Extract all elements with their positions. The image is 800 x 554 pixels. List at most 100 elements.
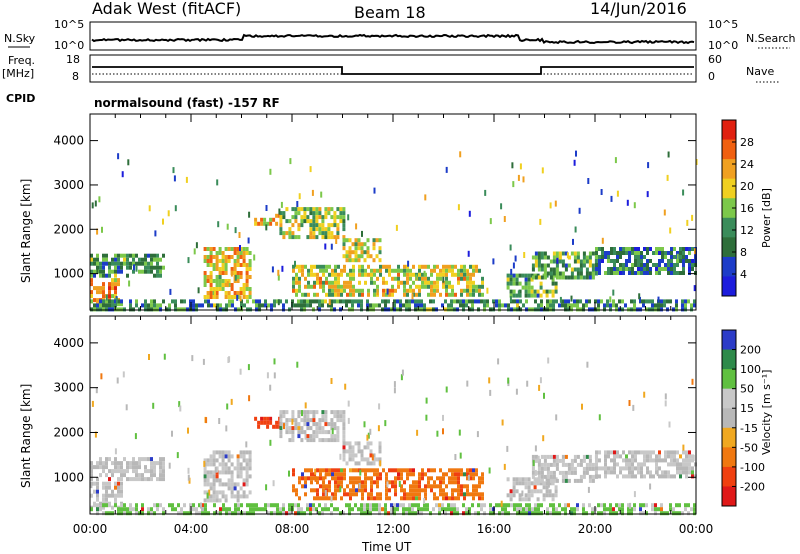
range-cell: [209, 454, 213, 459]
range-cell: [433, 288, 436, 293]
range-cell: [537, 462, 541, 467]
range-cell: [195, 242, 198, 249]
range-cell: [360, 507, 363, 512]
range-cell: [153, 307, 156, 312]
range-cell: [135, 265, 138, 272]
range-cell: [328, 288, 331, 293]
range-cell: [355, 492, 358, 497]
range-cell: [542, 435, 545, 442]
range-cell: [637, 450, 640, 455]
range-cell: [472, 496, 475, 501]
range-cell: [328, 488, 331, 493]
range-cell: [382, 292, 385, 297]
range-cell: [447, 303, 450, 308]
range-cell: [649, 259, 652, 263]
range-cell: [236, 494, 240, 499]
range-cell: [591, 511, 594, 516]
range-cell: [471, 299, 474, 304]
range-cell: [324, 235, 328, 240]
range-cell: [397, 284, 400, 289]
range-cell: [598, 247, 601, 251]
range-cell: [579, 458, 583, 463]
range-cell: [655, 263, 658, 267]
range-cell: [676, 271, 679, 275]
range-cell: [300, 223, 304, 228]
range-cell: [466, 380, 469, 387]
range-cell: [129, 503, 132, 508]
range-cell: [478, 492, 481, 497]
range-cell: [192, 503, 195, 508]
range-cell: [331, 292, 334, 297]
range-cell: [467, 474, 470, 481]
range-cell: [224, 470, 228, 475]
range-cell: [206, 478, 210, 483]
range-cell: [346, 280, 349, 285]
range-cell: [513, 503, 516, 508]
range-cell: [624, 303, 627, 308]
range-cell: [123, 457, 126, 462]
range-cell: [197, 287, 200, 294]
colorbar-frame: [721, 329, 737, 507]
range-cell: [366, 299, 369, 304]
range-cell: [512, 273, 516, 278]
range-cell: [340, 496, 343, 501]
range-cell: [236, 251, 240, 255]
range-cell: [304, 292, 307, 297]
range-cell: [658, 247, 661, 251]
range-cell: [351, 445, 355, 450]
range-cell: [224, 494, 228, 499]
range-cell: [334, 476, 337, 481]
range-cell: [466, 270, 469, 277]
range-cell: [433, 264, 436, 269]
range-cell: [153, 503, 156, 508]
range-cell: [187, 474, 190, 481]
range-cell: [349, 468, 352, 473]
range-cell: [215, 478, 219, 483]
range-cell: [328, 292, 331, 297]
range-cell: [411, 511, 414, 516]
range-cell: [403, 264, 406, 269]
range-cell: [102, 294, 105, 299]
range-cell: [386, 288, 389, 295]
range-cell: [561, 259, 565, 264]
range-cell: [454, 468, 457, 473]
range-cell: [367, 492, 370, 497]
range-cell: [215, 283, 219, 287]
range-cell: [667, 474, 670, 479]
range-cell: [209, 259, 213, 263]
range-cell: [558, 303, 561, 308]
range-cell: [466, 488, 469, 493]
range-cell: [260, 420, 264, 425]
range-cell: [451, 480, 454, 485]
range-cell: [105, 303, 108, 308]
range-cell: [248, 251, 252, 255]
range-cell: [634, 251, 637, 255]
range-cell: [111, 269, 114, 274]
range-cell: [96, 503, 99, 508]
range-cell: [273, 358, 276, 365]
range-cell: [542, 493, 546, 498]
range-cell: [646, 470, 649, 475]
range-cell: [340, 472, 343, 477]
range-cell: [543, 275, 547, 280]
range-cell: [328, 480, 331, 485]
range-cell: [478, 480, 481, 485]
range-cell: [405, 299, 408, 304]
range-cell: [210, 303, 213, 308]
range-cell: [548, 489, 552, 494]
range-cell: [224, 482, 228, 487]
range-cell: [489, 218, 492, 225]
range-cell: [651, 299, 654, 304]
range-cell: [676, 253, 679, 260]
range-cell: [394, 268, 397, 273]
range-cell: [378, 246, 382, 251]
range-cell: [291, 430, 295, 435]
range-cell: [105, 307, 108, 312]
range-cell: [203, 470, 207, 475]
range-cell: [306, 215, 310, 220]
range-cell: [558, 275, 562, 280]
range-cell: [421, 264, 424, 269]
range-cell: [355, 223, 358, 230]
range-cell: [126, 265, 129, 270]
range-cell: [321, 223, 325, 228]
